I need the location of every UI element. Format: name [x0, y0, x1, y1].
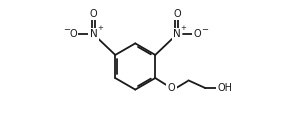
Text: OH: OH	[218, 83, 233, 93]
Text: N: N	[173, 29, 181, 39]
Text: −: −	[201, 25, 208, 34]
Text: O: O	[90, 9, 98, 19]
Text: N: N	[90, 29, 98, 39]
Text: O: O	[194, 29, 201, 39]
Text: +: +	[97, 25, 103, 31]
Text: −: −	[63, 25, 70, 34]
Text: +: +	[181, 25, 186, 31]
Text: O: O	[168, 83, 175, 93]
Text: O: O	[69, 29, 77, 39]
Text: O: O	[173, 9, 181, 19]
